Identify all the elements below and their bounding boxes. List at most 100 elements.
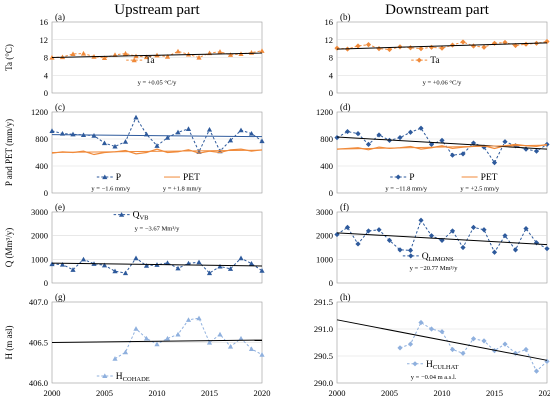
y-tick-label: 290.5 [314, 351, 333, 361]
data-point [397, 135, 403, 141]
data-point [133, 255, 139, 261]
data-point [449, 228, 456, 234]
data-point [122, 50, 129, 56]
data-point [523, 41, 529, 47]
data-point [460, 350, 466, 356]
data-point [502, 233, 508, 239]
data-point [355, 241, 361, 247]
data-point [397, 345, 403, 351]
data-point [175, 129, 181, 135]
data-point [491, 40, 498, 46]
y-tick-label: 1000 [316, 254, 333, 264]
trend-line [336, 136, 548, 150]
data-point [397, 247, 403, 253]
data-point [355, 43, 361, 49]
data-point [259, 352, 265, 357]
data-point [259, 268, 265, 273]
y-tick-label: 1000 [31, 254, 48, 264]
y-tick-label: 0 [44, 188, 48, 198]
trend-line [336, 232, 548, 246]
data-point [470, 224, 477, 230]
data-point [334, 45, 340, 51]
y-tick-label: 800 [320, 134, 333, 144]
data-point [143, 335, 150, 341]
y-tick-label: 0 [44, 278, 48, 288]
panel-label: (c) [55, 102, 65, 112]
data-point [175, 48, 181, 54]
trend-equation: y = −3.67 Mm³/y [135, 225, 180, 232]
data-point [544, 246, 550, 252]
data-point [523, 225, 529, 232]
data-point [470, 43, 477, 49]
y-tick-label: 0 [329, 188, 333, 198]
panel-e: 0 1000 2000 3000 (e) Q (Mm³/y) QVB y = −3.67 Mm… [4, 202, 265, 288]
data-point [460, 244, 466, 251]
legend-marker [131, 57, 137, 63]
data-point [248, 346, 255, 352]
data-point [196, 315, 202, 321]
data-point [112, 268, 118, 274]
data-point [502, 341, 508, 347]
data-point [154, 341, 160, 347]
data-point [227, 266, 234, 271]
x-tick-label: 2020 [539, 388, 550, 398]
y-tick-label: 8 [329, 53, 333, 63]
data-point [449, 346, 456, 353]
data-point [365, 141, 372, 147]
data-point [49, 261, 55, 267]
trend-line [51, 52, 263, 58]
x-tick-label: 2015 [201, 388, 218, 398]
legend-label: HCULHAT [426, 360, 459, 371]
data-point [386, 46, 393, 53]
y-tick-label: 400 [320, 161, 333, 171]
data-point [185, 126, 192, 131]
data-point [428, 233, 435, 239]
data-point [418, 217, 424, 223]
column-title-upstream: Upstream part [114, 2, 200, 18]
data-point [418, 125, 424, 131]
data-point [460, 39, 466, 45]
data-point [428, 326, 435, 332]
data-point [101, 55, 108, 61]
trend-equation: y = +1.8 mm/y [163, 186, 202, 193]
legend-marker [408, 253, 414, 259]
data-point [502, 139, 508, 145]
data-point [481, 44, 487, 50]
legend-label: QLIMONS [422, 252, 454, 263]
data-point [470, 336, 477, 342]
data-point [428, 141, 435, 147]
legend-marker [102, 174, 108, 180]
data-point [407, 247, 414, 253]
data-point [334, 135, 340, 141]
data-point [206, 126, 213, 132]
legend-label: P [116, 173, 121, 183]
data-point [376, 46, 382, 52]
panel-b: 0 4 8 12 16 (b) Ta y = +0.06 °C/y [325, 12, 550, 98]
legend-label: PET [183, 173, 200, 183]
trend-line [336, 144, 548, 150]
data-point [133, 114, 139, 120]
data-point [449, 152, 456, 158]
panel-d: 0 400 800 1200 (d) P PET y = −11.8 mm/y y = +2.5… [316, 102, 550, 198]
legend-label: HCOHADE [116, 372, 150, 383]
data-point [59, 261, 66, 267]
legend-marker [102, 373, 108, 379]
x-tick-label: 2000 [44, 388, 61, 398]
x-tick-label: 2005 [381, 388, 398, 398]
panel-f: 0 1000 2000 3000 (f) QLIMONS y = −20.77 Mm³/y [316, 202, 550, 288]
data-point [533, 368, 540, 374]
data-point [164, 335, 171, 341]
data-point [143, 263, 150, 268]
data-point [238, 127, 244, 133]
data-point [206, 339, 213, 345]
data-point [248, 260, 255, 266]
data-point [185, 317, 192, 322]
x-tick-label: 2005 [96, 388, 113, 398]
y-tick-label: 1200 [31, 107, 48, 117]
y-axis-label: Ta (°C) [4, 44, 14, 71]
data-point [133, 326, 139, 331]
panel-a: 0 4 8 12 16 (a) Ta (°C) Ta y = +0.05 °C/y [4, 12, 265, 98]
data-point [439, 45, 445, 51]
trend-equation: y = +0.05 °C/y [138, 79, 178, 86]
